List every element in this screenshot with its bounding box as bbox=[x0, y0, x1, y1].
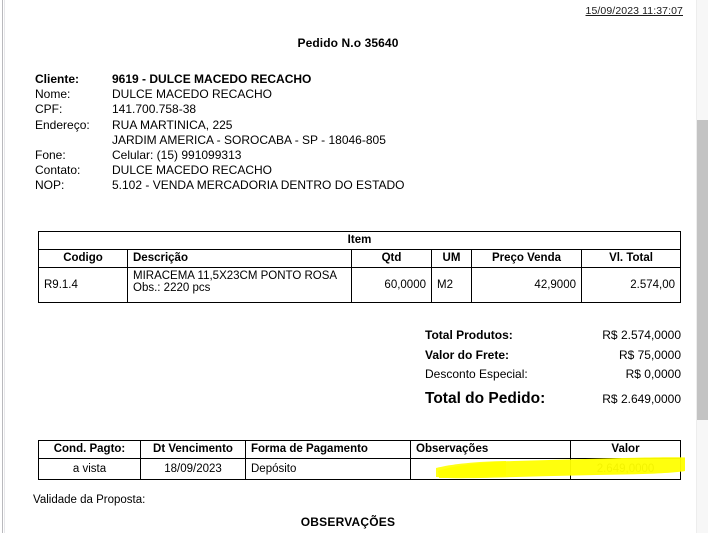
label-cpf: CPF: bbox=[35, 102, 63, 117]
value-endereco-line2: JARDIM AMERICA - SOROCABA - SP - 18046-8… bbox=[112, 132, 386, 147]
value-cliente: 9619 - DULCE MACEDO RECACHO bbox=[112, 72, 312, 86]
label-contato: Contato: bbox=[35, 163, 81, 178]
item-description-text: MIRACEMA 11,5X23CM PONTO ROSA bbox=[133, 270, 338, 282]
table-row: R9.1.4 MIRACEMA 11,5X23CM PONTO ROSA Obs… bbox=[38, 267, 681, 303]
desconto-especial-row: Desconto Especial: R$ 0,0000 bbox=[425, 365, 681, 385]
customer-row-endereco-cont: JARDIM AMERICA - SOROCABA - SP - 18046-8… bbox=[35, 133, 405, 148]
value-nop: 5.102 - VENDA MERCADORIA DENTRO DO ESTAD… bbox=[112, 178, 405, 193]
print-timestamp: 15/09/2023 11:37:07 bbox=[585, 5, 683, 17]
pay-col-valor: Valor bbox=[570, 440, 681, 459]
scrollbar-thumb[interactable] bbox=[697, 120, 708, 420]
total-produtos-row: Total Produtos: R$ 2.574,0000 bbox=[425, 326, 681, 346]
payment-table-header-row: Cond. Pagto: Dt Vencimento Forma de Paga… bbox=[38, 440, 681, 459]
label-cliente: Cliente: bbox=[35, 72, 80, 86]
value-cpf: 141.700.758-38 bbox=[112, 102, 197, 117]
value-contato: DULCE MACEDO RECACHO bbox=[112, 163, 273, 178]
total-pedido-label: Total do Pedido: bbox=[425, 389, 546, 407]
item-col-qtd: Qtd bbox=[351, 249, 432, 268]
pay-col-forma-pagamento: Forma de Pagamento bbox=[245, 440, 411, 459]
customer-row-nop: NOP: 5.102 - VENDA MERCADORIA DENTRO DO … bbox=[35, 178, 405, 193]
total-produtos-value: R$ 2.574,0000 bbox=[602, 328, 681, 342]
item-col-codigo: Codigo bbox=[38, 249, 128, 268]
item-description-obs: Obs.: 2220 pcs bbox=[133, 282, 211, 294]
valor-frete-value: R$ 75,0000 bbox=[618, 347, 681, 362]
item-table-section-title: Item bbox=[38, 231, 681, 250]
desconto-especial-value: R$ 0,0000 bbox=[625, 367, 681, 381]
pay-cell-valor: 2.649,0000 bbox=[570, 458, 681, 480]
item-col-preco-venda: Preço Venda bbox=[471, 249, 582, 268]
customer-row-cpf: CPF: 141.700.758-38 bbox=[35, 102, 405, 117]
valor-frete-row: Valor do Frete: R$ 75,0000 bbox=[425, 346, 681, 366]
item-col-um: UM bbox=[431, 249, 472, 268]
label-nome: Nome: bbox=[35, 87, 71, 102]
value-fone: Celular: (15) 991099313 bbox=[112, 148, 242, 163]
customer-row-contato: Contato: DULCE MACEDO RECACHO bbox=[35, 163, 405, 178]
validade-proposta-label: Validade da Proposta: bbox=[33, 494, 146, 506]
item-table: Item Codigo Descrição Qtd UM Preço Venda… bbox=[38, 231, 681, 303]
total-pedido-value: R$ 2.649,0000 bbox=[602, 391, 681, 406]
item-cell-qtd: 60,0000 bbox=[351, 267, 432, 303]
value-nome: DULCE MACEDO RECACHO bbox=[112, 87, 273, 102]
pay-col-observacoes: Observações bbox=[410, 440, 571, 459]
valor-frete-label: Valor do Frete: bbox=[425, 347, 510, 362]
document-sheet: 15/09/2023 11:37:07 Pedido N.o 35640 Cli… bbox=[5, 0, 691, 533]
scrollbar-rail bbox=[696, 0, 697, 533]
customer-row-nome: Nome: DULCE MACEDO RECACHO bbox=[35, 87, 405, 102]
item-cell-um: M2 bbox=[431, 267, 472, 303]
pay-cell-observacoes bbox=[410, 458, 571, 480]
page-left-border bbox=[2, 0, 3, 533]
total-produtos-label: Total Produtos: bbox=[425, 328, 513, 342]
page-title: Pedido N.o 35640 bbox=[297, 36, 399, 50]
value-endereco: RUA MARTINICA, 225 bbox=[112, 117, 233, 132]
label-fone: Fone: bbox=[35, 148, 66, 163]
item-table-section-header-row: Item bbox=[38, 231, 681, 250]
pay-cell-dt-vencimento: 18/09/2023 bbox=[140, 458, 246, 480]
totals-block: Total Produtos: R$ 2.574,0000 Valor do F… bbox=[425, 326, 681, 408]
item-cell-codigo: R9.1.4 bbox=[38, 267, 128, 303]
pay-cell-forma-pagamento: Depósito bbox=[245, 458, 411, 480]
pay-col-dt-vencimento: Dt Vencimento bbox=[140, 440, 246, 459]
customer-row-endereco: Endereço: RUA MARTINICA, 225 bbox=[35, 118, 405, 133]
item-cell-preco-venda: 42,9000 bbox=[471, 267, 582, 303]
label-endereco: Endereço: bbox=[35, 117, 90, 132]
item-col-vl-total: Vl. Total bbox=[581, 249, 681, 268]
item-cell-vl-total: 2.574,00 bbox=[581, 267, 681, 303]
customer-row-cliente: Cliente: 9619 - DULCE MACEDO RECACHO bbox=[35, 72, 405, 87]
payment-conditions-table: Cond. Pagto: Dt Vencimento Forma de Paga… bbox=[38, 440, 681, 480]
label-nop: NOP: bbox=[35, 178, 65, 193]
vertical-scrollbar[interactable] bbox=[692, 0, 709, 533]
customer-info-block: Cliente: 9619 - DULCE MACEDO RECACHO Nom… bbox=[35, 72, 405, 194]
item-cell-descricao: MIRACEMA 11,5X23CM PONTO ROSA Obs.: 2220… bbox=[127, 267, 352, 303]
observacoes-heading: OBSERVAÇÕES bbox=[300, 515, 396, 529]
customer-row-fone: Fone: Celular: (15) 991099313 bbox=[35, 148, 405, 163]
desconto-especial-label: Desconto Especial: bbox=[425, 367, 528, 381]
item-col-descricao: Descrição bbox=[127, 249, 352, 268]
table-row: a vista 18/09/2023 Depósito 2.649,0000 bbox=[38, 458, 681, 480]
item-table-header-row: Codigo Descrição Qtd UM Preço Venda Vl. … bbox=[38, 249, 681, 268]
pay-cell-cond-pagto: a vista bbox=[38, 458, 141, 480]
page-left-border-inner bbox=[4, 0, 5, 533]
pay-col-cond-pagto: Cond. Pagto: bbox=[38, 440, 141, 459]
total-pedido-row: Total do Pedido: R$ 2.649,0000 bbox=[425, 390, 681, 408]
